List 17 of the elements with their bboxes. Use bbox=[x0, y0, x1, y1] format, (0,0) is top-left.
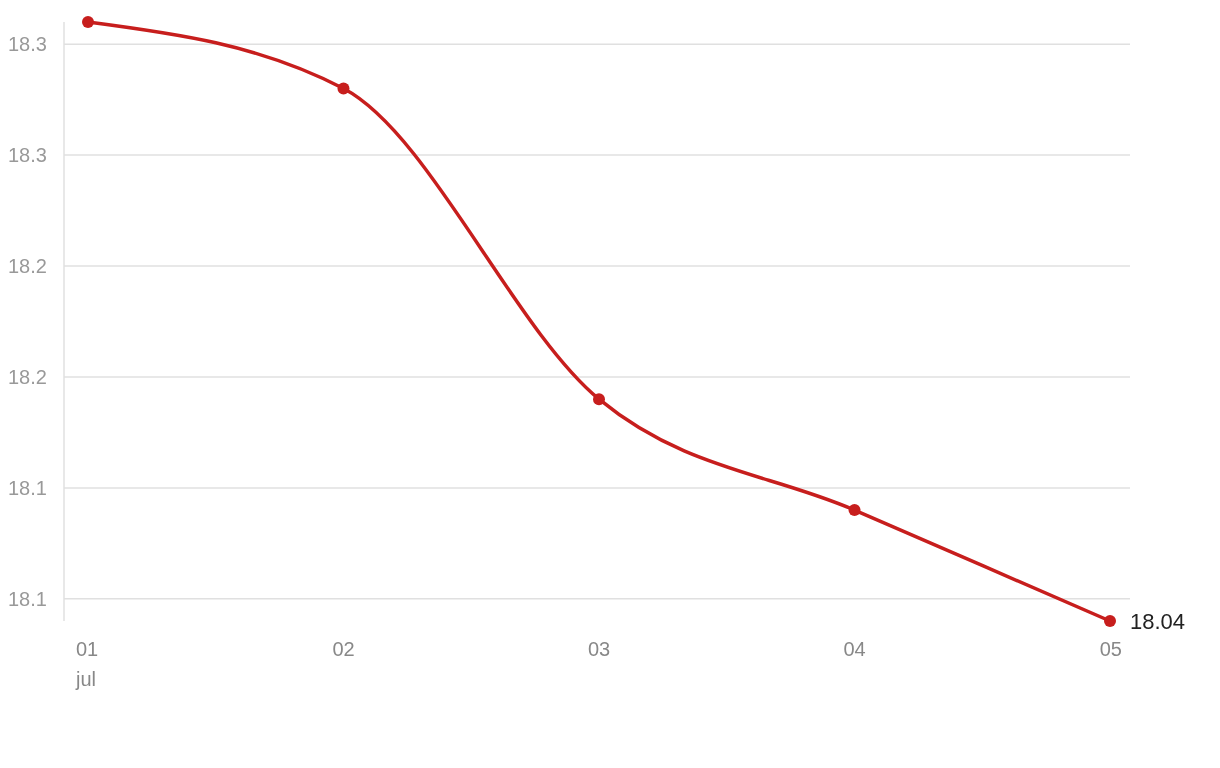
point bbox=[82, 16, 94, 28]
point bbox=[1104, 615, 1116, 627]
y-tick-label: 18.1 bbox=[8, 476, 47, 499]
point bbox=[848, 504, 861, 517]
x-tick-label: 01 jul bbox=[75, 638, 99, 690]
point bbox=[593, 393, 605, 406]
x-tick-label: 02 bbox=[332, 638, 355, 660]
y-tick-label: 18.2 bbox=[8, 365, 47, 388]
y-tick-label: 18.1 bbox=[8, 587, 47, 610]
x-tick-label: 05 bbox=[1099, 638, 1122, 660]
y-tick-label: 18.2 bbox=[8, 255, 47, 278]
point bbox=[337, 82, 350, 95]
x-tick-label: 04 bbox=[843, 638, 866, 660]
data-label: 18.04 bbox=[1130, 608, 1186, 634]
x-tick-label: 03 bbox=[587, 638, 611, 660]
y-tick-label: 18.3 bbox=[8, 144, 47, 167]
y-tick-label: 18.3 bbox=[8, 33, 47, 56]
